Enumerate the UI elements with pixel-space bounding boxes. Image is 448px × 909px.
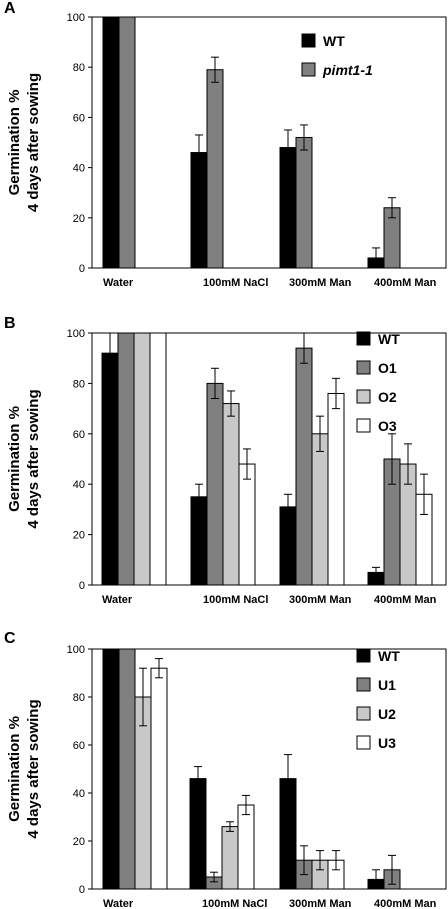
y-tick-label: 100 <box>67 328 85 340</box>
y-tick-label: 0 <box>79 580 85 592</box>
bar <box>149 332 167 586</box>
legend-swatch <box>356 418 371 433</box>
panel-label: A <box>4 0 16 17</box>
y-tick-label: 60 <box>73 429 85 441</box>
bar <box>150 667 168 890</box>
legend-label: U3 <box>378 735 396 751</box>
y-tick-label: 20 <box>73 836 85 848</box>
bar <box>189 778 207 890</box>
category-label: 300mM Man <box>289 277 352 289</box>
legend-label: O1 <box>378 360 397 376</box>
y-tick-label: 20 <box>73 530 85 542</box>
category-label: 400mM Man <box>374 898 437 909</box>
legend-label: WT <box>378 331 400 347</box>
y-tick-label: 40 <box>73 788 85 800</box>
legend-label: WT <box>323 33 345 49</box>
y-tick-label: 100 <box>67 12 85 24</box>
legend-label: O2 <box>378 389 397 405</box>
legend-swatch <box>356 331 371 346</box>
y-tick-label: 80 <box>73 62 85 74</box>
legend-swatch <box>356 735 371 750</box>
y-tick-label: 0 <box>79 263 85 275</box>
y-tick-label: 100 <box>67 644 85 656</box>
category-label: 400mM Man <box>374 277 437 289</box>
bar <box>311 433 329 586</box>
legend-label: U1 <box>378 677 396 693</box>
y-axis-label: Germination % <box>6 406 23 512</box>
bar <box>237 804 255 890</box>
bar <box>206 69 224 269</box>
legend-swatch <box>301 62 316 77</box>
category-label: 100mM NaCl <box>203 594 268 606</box>
category-label: Water <box>103 277 134 289</box>
y-axis-label: Germination % <box>6 716 23 822</box>
panel-a: 0 20 40 60 80 100 A Germination % 4 days after s… <box>4 0 447 289</box>
y-axis-label: Germination % <box>6 90 23 196</box>
bar <box>206 382 224 586</box>
y-tick-label: 40 <box>73 163 85 175</box>
legend-label: pimt1-1 <box>322 62 373 78</box>
bar <box>327 392 345 586</box>
legend-swatch <box>356 677 371 692</box>
y-axis-label: 4 days after sowing <box>25 73 42 212</box>
legend-swatch <box>356 648 371 663</box>
y-tick-label: 80 <box>73 692 85 704</box>
bar <box>190 496 208 586</box>
plot-frame <box>91 648 447 890</box>
legend-swatch <box>356 389 371 404</box>
y-axis-label: 4 days after sowing <box>25 699 42 838</box>
bar <box>101 352 119 586</box>
y-tick-label: 60 <box>73 740 85 752</box>
y-tick-label: 60 <box>73 112 85 124</box>
category-label: 400mM Man <box>374 594 437 606</box>
bar <box>295 136 313 269</box>
bar <box>117 332 135 586</box>
bar <box>102 648 120 890</box>
y-tick-label: 80 <box>73 378 85 390</box>
legend-swatch <box>356 706 371 721</box>
category-label: Water <box>102 594 133 606</box>
bar <box>118 648 136 890</box>
plot-frame <box>91 332 447 586</box>
y-tick-label: 0 <box>79 884 85 896</box>
plot-frame <box>91 16 447 269</box>
panel-label: C <box>4 630 16 647</box>
category-label: 100mM NaCl <box>203 277 268 289</box>
bar <box>279 147 297 269</box>
category-label: Water <box>103 898 134 909</box>
bar <box>222 403 240 586</box>
bar <box>133 332 151 586</box>
legend-label: WT <box>378 648 400 664</box>
bar <box>295 347 313 586</box>
category-label: 300mM Man <box>289 594 352 606</box>
legend-swatch <box>356 360 371 375</box>
bar <box>102 16 120 269</box>
panel-label: B <box>4 315 16 332</box>
y-tick-label: 20 <box>73 213 85 225</box>
bar <box>238 463 256 586</box>
category-label: 100mM NaCl <box>202 898 267 909</box>
bar <box>118 16 136 269</box>
panel-c: 0 20 40 60 80 100 C Germination % 4 days after s… <box>4 630 447 909</box>
legend-swatch <box>301 33 316 48</box>
category-label: 300mM Man <box>289 898 352 909</box>
bar <box>221 826 239 890</box>
legend-label: O3 <box>378 418 397 434</box>
panel-b: 0 20 40 60 80 100 B Germination % 4 days after s… <box>4 315 447 606</box>
y-tick-label: 40 <box>73 479 85 491</box>
legend-label: U2 <box>378 706 396 722</box>
y-axis-label: 4 days after sowing <box>25 389 42 528</box>
